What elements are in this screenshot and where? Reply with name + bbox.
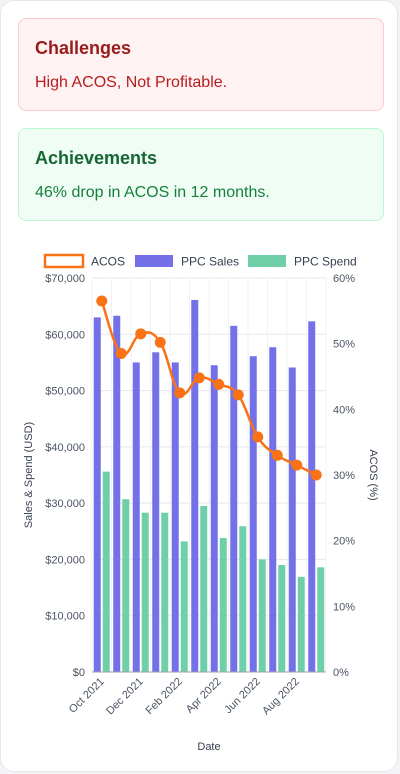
chart-legend: ACOS PPC Sales PPC Spend <box>43 253 357 269</box>
bar-ppc-spend <box>161 512 169 672</box>
bar-ppc-spend <box>278 565 286 672</box>
acos-point <box>213 378 225 390</box>
achievements-panel: Achievements 46% drop in ACOS in 12 mont… <box>18 128 384 221</box>
acos-point <box>174 387 186 399</box>
y-tick-label: $60,000 <box>45 329 85 341</box>
legend-swatch-ppc-sales <box>135 255 173 267</box>
acos-point <box>154 336 166 348</box>
bar-ppc-spend <box>258 559 266 672</box>
y-tick-label: $40,000 <box>45 442 85 454</box>
y-axis-title: Sales & Spend (USD) <box>23 422 35 528</box>
challenges-panel: Challenges High ACOS, Not Profitable. <box>18 18 384 111</box>
y2-tick-label: 60% <box>333 273 355 285</box>
chart-grid <box>91 277 327 673</box>
y2-tick-label: 10% <box>333 601 355 613</box>
y-tick-label: $10,000 <box>45 611 85 623</box>
bar-ppc-sales <box>249 356 257 672</box>
acos-sales-chart: $0 $10,000 $20,000 $30,000 $40,000 $50,000 $60… <box>23 253 379 753</box>
acos-point <box>193 372 205 384</box>
x-tick-label: Apr 2022 <box>184 676 224 716</box>
achievements-text: 46% drop in ACOS in 12 months. <box>35 184 270 201</box>
legend-label-ppc-spend: PPC Spend <box>294 255 357 269</box>
legend-label-ppc-sales: PPC Sales <box>181 255 239 269</box>
y2-tick-label: 40% <box>333 404 355 416</box>
y-tick-label: $20,000 <box>45 554 85 566</box>
acos-point <box>96 295 108 307</box>
acos-point <box>271 449 283 461</box>
x-tick-label: Aug 2022 <box>260 676 302 718</box>
bar-ppc-sales <box>93 317 101 672</box>
bar-ppc-sales <box>132 362 140 672</box>
bar-ppc-sales <box>269 347 277 672</box>
bar-ppc-spend <box>180 541 188 672</box>
y-tick-label: $70,000 <box>45 273 85 285</box>
bar-ppc-spend <box>122 499 130 672</box>
legend-swatch-ppc-spend <box>248 255 286 267</box>
bar-ppc-sales <box>288 367 296 672</box>
bar-ppc-spend <box>141 512 149 672</box>
bar-ppc-spend <box>219 538 227 672</box>
bar-ppc-spend <box>200 505 208 672</box>
x-tick-label: Feb 2022 <box>144 676 185 717</box>
acos-point <box>232 389 244 401</box>
y2-tick-label: 50% <box>333 339 355 351</box>
y2-tick-label: 0% <box>333 667 349 679</box>
acos-point <box>310 469 322 481</box>
challenges-title: Challenges <box>35 38 132 58</box>
chart-bars <box>93 299 325 672</box>
y2-axis-title: ACOS (%) <box>367 449 379 500</box>
bar-ppc-sales <box>113 315 121 672</box>
achievements-title: Achievements <box>35 148 158 168</box>
bar-ppc-spend <box>317 567 325 672</box>
y-tick-label: $30,000 <box>45 498 85 510</box>
x-tick-label: Oct 2021 <box>67 676 107 716</box>
x-tick-label: Jun 2022 <box>222 676 262 716</box>
bar-ppc-spend <box>102 471 110 672</box>
acos-point <box>135 328 147 340</box>
acos-point <box>252 431 264 443</box>
bar-ppc-sales <box>191 299 199 672</box>
y-tick-label: $0 <box>73 667 85 679</box>
y2-tick-label: 20% <box>333 536 355 548</box>
challenges-text: High ACOS, Not Profitable. <box>35 74 228 91</box>
bar-ppc-spend <box>239 526 247 672</box>
bar-ppc-sales <box>210 365 218 672</box>
chart-acos-line <box>96 295 322 481</box>
x-axis-title: Date <box>197 741 220 753</box>
y-tick-label: $50,000 <box>45 386 85 398</box>
legend-label-acos: ACOS <box>91 255 125 269</box>
bar-ppc-sales <box>171 362 179 672</box>
bar-ppc-spend <box>297 576 305 672</box>
legend-swatch-acos <box>43 253 85 269</box>
y2-tick-label: 30% <box>333 470 355 482</box>
x-tick-label: Dec 2021 <box>104 676 146 718</box>
bar-ppc-sales <box>152 352 160 672</box>
bar-ppc-sales <box>308 321 316 672</box>
acos-point <box>115 348 127 360</box>
bar-ppc-sales <box>230 325 238 672</box>
acos-point <box>291 459 303 471</box>
